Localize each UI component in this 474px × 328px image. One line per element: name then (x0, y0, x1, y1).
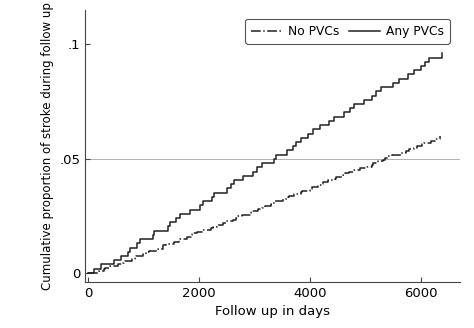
No PVCs (346, 170, 352, 174)
No PVCs (286, 195, 292, 199)
No PVCs (438, 134, 443, 138)
No PVCs (85, 271, 91, 275)
Any PVCs (351, 102, 356, 106)
Any PVCs (290, 144, 296, 148)
Any PVCs (396, 77, 402, 81)
Any PVCs (305, 132, 310, 135)
X-axis label: Follow up in days: Follow up in days (215, 305, 330, 318)
Any PVCs (85, 271, 91, 275)
Any PVCs (439, 51, 445, 55)
Legend: No PVCs, Any PVCs: No PVCs, Any PVCs (245, 19, 450, 44)
Any PVCs (177, 212, 182, 216)
Y-axis label: Cumulative proportion of stroke during follow up: Cumulative proportion of stroke during f… (41, 2, 54, 290)
No PVCs (310, 185, 315, 189)
No PVCs (407, 147, 412, 151)
No PVCs (390, 153, 395, 156)
Line: No PVCs: No PVCs (88, 136, 440, 273)
No PVCs (375, 159, 381, 163)
Any PVCs (293, 140, 299, 144)
Line: Any PVCs: Any PVCs (88, 53, 442, 273)
